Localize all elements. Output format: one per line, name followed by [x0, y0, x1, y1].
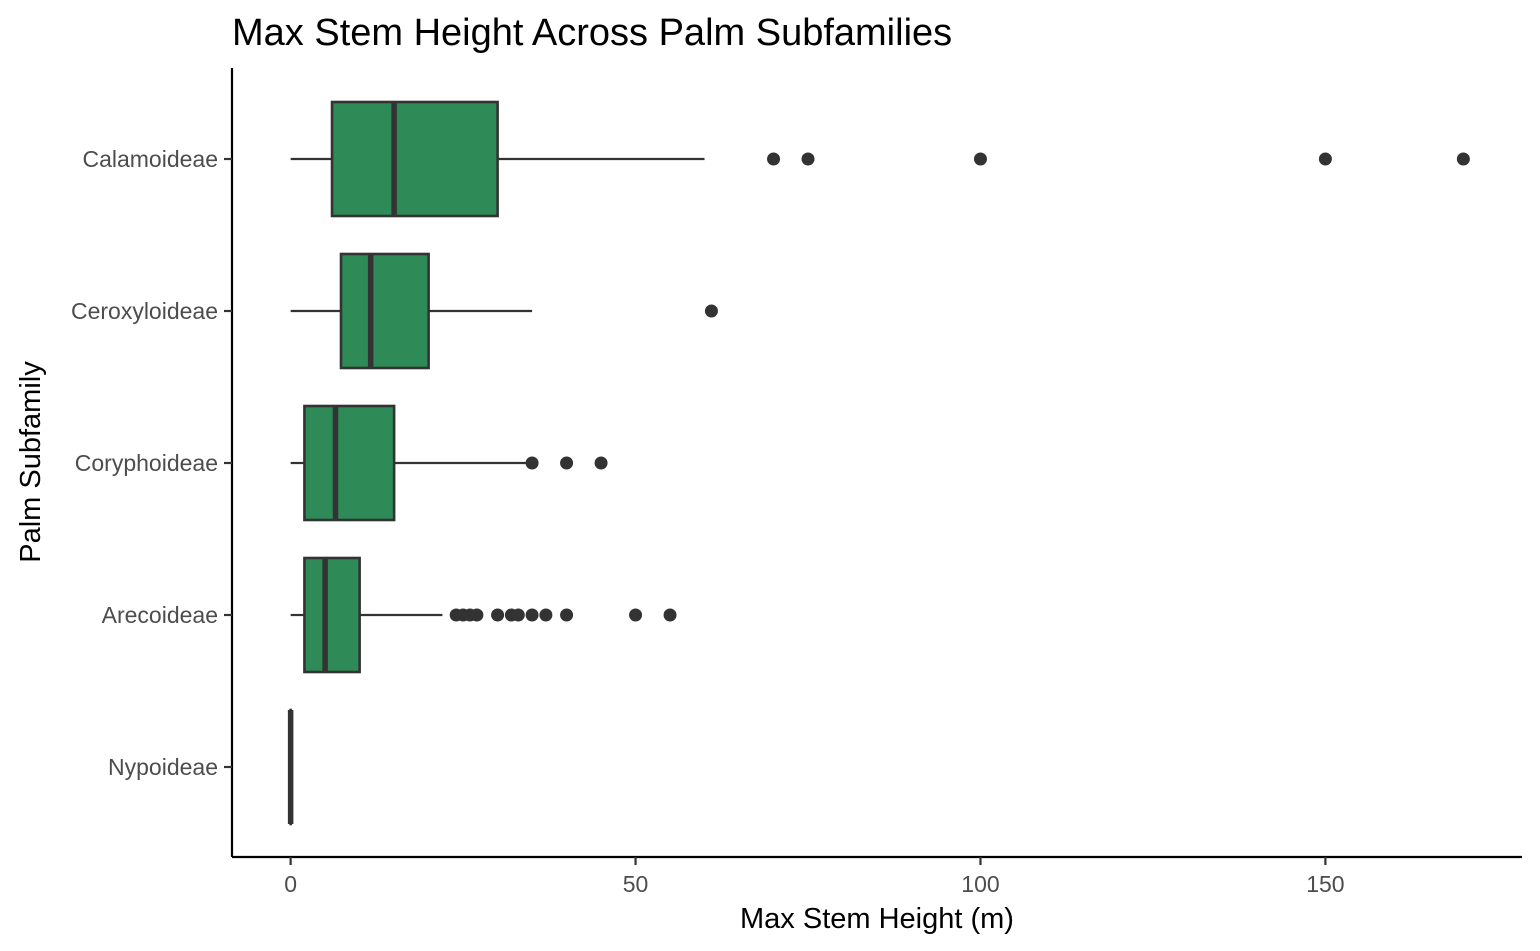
box-ceroxyloideae [339, 252, 430, 370]
x-tick-label-100: 100 [961, 871, 999, 897]
box-group-coryphoideae [290, 404, 608, 522]
outlier-arecoideae-10 [629, 608, 643, 622]
y-tick-label-ceroxyloideae: Ceroxyloideae [71, 298, 218, 324]
y-tick-label-arecoideae: Arecoideae [102, 602, 218, 628]
x-axis-ticks: 0 50 100 150 [284, 857, 1345, 897]
boxes-layer [287, 100, 1470, 826]
outlier-calamoideae-2 [973, 152, 987, 166]
outlier-coryphoideae-0 [525, 456, 539, 470]
chart-title: Max Stem Height Across Palm Subfamilies [232, 12, 952, 54]
outlier-coryphoideae-1 [560, 456, 574, 470]
outlier-arecoideae-11 [663, 608, 677, 622]
outlier-arecoideae-4 [491, 608, 505, 622]
outlier-arecoideae-6 [511, 608, 525, 622]
outlier-arecoideae-9 [560, 608, 574, 622]
outlier-arecoideae-3 [470, 608, 484, 622]
outlier-arecoideae-8 [539, 608, 553, 622]
y-axis-title: Palm Subfamily [15, 361, 47, 563]
x-tick-label-50: 50 [623, 871, 649, 897]
outlier-coryphoideae-2 [594, 456, 608, 470]
box-coryphoideae [303, 404, 396, 522]
x-axis-title: Max Stem Height (m) [740, 903, 1014, 935]
outlier-calamoideae-4 [1456, 152, 1470, 166]
outlier-calamoideae-0 [767, 152, 781, 166]
outlier-calamoideae-1 [801, 152, 815, 166]
box-arecoideae [303, 556, 361, 674]
outlier-ceroxyloideae-0 [704, 304, 718, 318]
y-axis-ticks: Calamoideae Ceroxyloideae Coryphoideae Arec… [71, 146, 232, 780]
box-group-arecoideae [290, 556, 677, 674]
y-tick-label-nypoideae: Nypoideae [108, 754, 218, 780]
x-tick-label-0: 0 [284, 871, 297, 897]
box-calamoideae [330, 100, 499, 218]
y-tick-label-coryphoideae: Coryphoideae [75, 450, 218, 476]
outlier-calamoideae-3 [1318, 152, 1332, 166]
x-tick-label-150: 150 [1306, 871, 1344, 897]
box-group-calamoideae [290, 100, 1470, 218]
box-group-ceroxyloideae [290, 252, 718, 370]
outlier-arecoideae-7 [525, 608, 539, 622]
y-tick-label-calamoideae: Calamoideae [82, 146, 218, 172]
